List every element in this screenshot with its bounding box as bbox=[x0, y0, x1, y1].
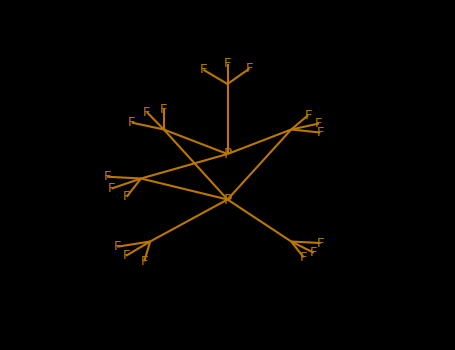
Text: F: F bbox=[160, 103, 167, 116]
Text: F: F bbox=[141, 255, 148, 268]
Text: P: P bbox=[223, 147, 232, 161]
Text: F: F bbox=[103, 170, 111, 183]
Text: F: F bbox=[315, 117, 323, 130]
Text: F: F bbox=[317, 126, 324, 139]
Text: F: F bbox=[246, 62, 253, 75]
Text: F: F bbox=[143, 105, 151, 119]
Text: F: F bbox=[300, 251, 308, 264]
Text: F: F bbox=[108, 182, 115, 195]
Text: F: F bbox=[304, 108, 312, 122]
Text: F: F bbox=[317, 237, 324, 250]
Text: F: F bbox=[123, 190, 131, 203]
Text: F: F bbox=[113, 240, 121, 253]
Text: P: P bbox=[223, 193, 232, 206]
Text: F: F bbox=[128, 116, 136, 129]
Text: F: F bbox=[224, 57, 231, 70]
Text: F: F bbox=[200, 63, 207, 76]
Text: F: F bbox=[310, 246, 318, 259]
Text: F: F bbox=[122, 249, 130, 262]
